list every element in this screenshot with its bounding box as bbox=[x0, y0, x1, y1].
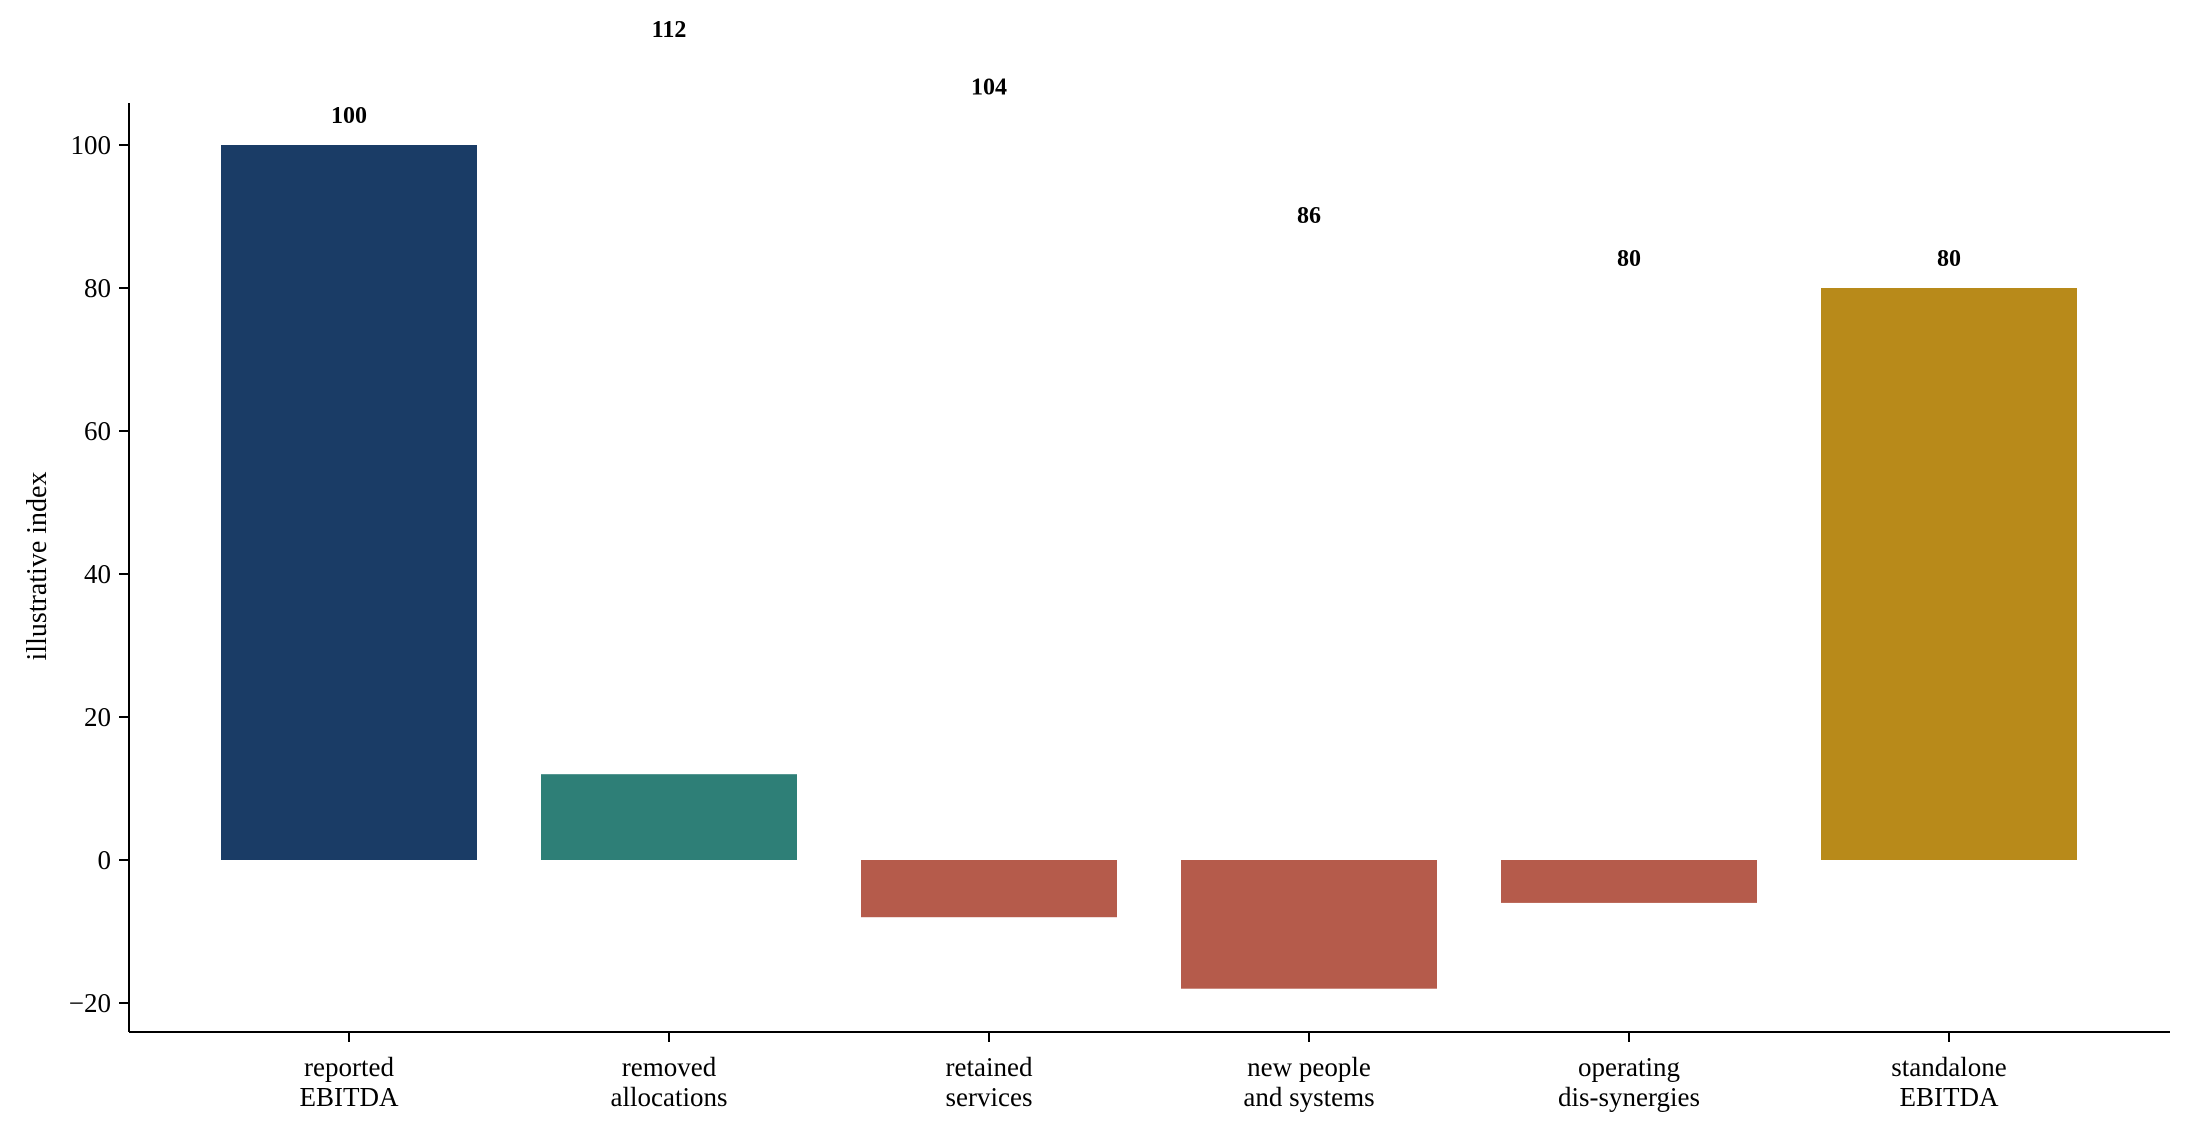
bar-total-label: 104 bbox=[971, 74, 1007, 100]
y-tick-label: 100 bbox=[71, 130, 112, 160]
bar bbox=[1181, 860, 1437, 989]
x-tick-label: EBITDA bbox=[300, 1082, 399, 1112]
bar bbox=[1501, 860, 1757, 903]
x-tick-label: standalone bbox=[1891, 1052, 2006, 1082]
y-tick-label: 0 bbox=[98, 845, 112, 875]
y-tick-label: 60 bbox=[84, 416, 111, 446]
bar-total-label: 100 bbox=[331, 103, 367, 129]
x-tick-label: operating bbox=[1578, 1052, 1680, 1082]
x-tick-label: retained bbox=[946, 1052, 1033, 1082]
bar-total-label: 86 bbox=[1297, 203, 1321, 229]
y-tick-label: 80 bbox=[84, 273, 111, 303]
x-tick-label: dis-synergies bbox=[1558, 1082, 1700, 1112]
bar bbox=[861, 860, 1117, 918]
y-tick-label: 40 bbox=[84, 559, 111, 589]
x-tick-label: removed bbox=[622, 1052, 717, 1082]
y-tick-label: −20 bbox=[69, 988, 111, 1018]
x-tick-label: allocations bbox=[611, 1082, 728, 1112]
x-tick-label: and systems bbox=[1243, 1082, 1374, 1112]
bar-total-label: 80 bbox=[1937, 246, 1961, 272]
bar bbox=[541, 774, 797, 860]
x-tick-label: new people bbox=[1247, 1052, 1371, 1082]
bar bbox=[221, 145, 477, 860]
bar bbox=[1821, 288, 2077, 860]
x-tick-label: reported bbox=[304, 1052, 394, 1082]
x-tick-label: EBITDA bbox=[1900, 1082, 1999, 1112]
y-tick-label: 20 bbox=[84, 702, 111, 732]
x-tick-label: services bbox=[946, 1082, 1033, 1112]
y-axis-title: illustrative index bbox=[22, 472, 53, 661]
bar-total-label: 112 bbox=[652, 17, 687, 43]
bar-total-label: 80 bbox=[1617, 246, 1641, 272]
